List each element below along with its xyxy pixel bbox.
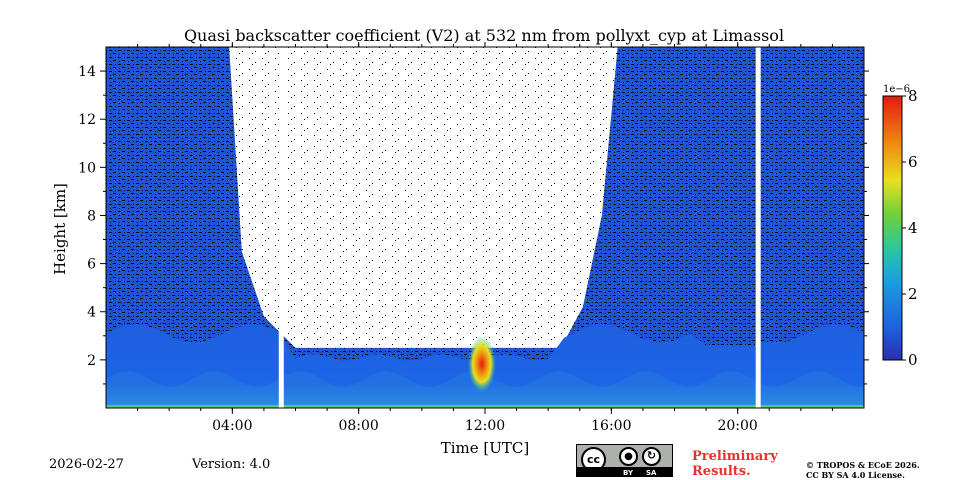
attribution-person-icon: ● [619, 447, 638, 466]
copyright-line-1: © TROPOS & ECoE 2026. [806, 460, 920, 470]
colorbar [882, 95, 903, 361]
preliminary-line-1: Preliminary [692, 449, 778, 464]
y-tick-label-5: 12 [78, 112, 96, 128]
y-tick-label-6: 14 [78, 64, 96, 80]
x-axis-label: Time [UTC] [441, 439, 530, 457]
y-tick-label-1: 4 [87, 305, 96, 321]
cc-license-badge[interactable]: cc ● ↻ BY SA [576, 444, 673, 477]
cc-badge-bar [577, 467, 672, 476]
share-alike-icon: ↻ [642, 447, 661, 466]
colorbar-tick-label-4: 8 [908, 87, 918, 105]
y-axis-label: Height [km] [51, 183, 69, 275]
x-tick-label-2: 12:00 [465, 418, 505, 434]
heatmap-aerosol-peak [467, 335, 496, 392]
x-tick-label-0: 04:00 [212, 418, 252, 434]
colorbar-tick-label-1: 2 [908, 285, 918, 303]
y-tick-label-4: 10 [78, 160, 96, 176]
footer-version: Version: 4.0 [192, 457, 271, 472]
copyright-line-2: CC BY SA 4.0 License. [806, 470, 905, 480]
copyright-notice: © TROPOS & ECoE 2026. CC BY SA 4.0 Licen… [806, 460, 920, 480]
colorbar-exponent: 1e−6 [883, 84, 910, 95]
preliminary-notice: Preliminary Results. [692, 449, 778, 479]
colorbar-tick-label-2: 4 [908, 219, 918, 237]
y-tick-label-0: 2 [87, 353, 96, 369]
footer-date: 2026-02-27 [49, 457, 124, 472]
data-gap-0 [278, 47, 284, 408]
x-tick-label-3: 16:00 [591, 418, 631, 434]
x-tick-label-1: 08:00 [338, 418, 378, 434]
cc-sa-label: SA [646, 469, 657, 477]
preliminary-line-2: Results. [692, 464, 751, 479]
y-tick-label-2: 6 [87, 257, 96, 273]
data-gap-1 [755, 47, 761, 408]
plot-area [106, 47, 864, 408]
heatmap-daytime-region [229, 47, 618, 348]
y-tick-label-3: 8 [87, 208, 96, 224]
colorbar-tick-label-3: 6 [908, 153, 918, 171]
colorbar-tick-label-0: 0 [908, 351, 918, 369]
cc-by-label: BY [623, 469, 634, 477]
chart-title: Quasi backscatter coefficient (V2) at 53… [184, 26, 784, 45]
heatmap-surface-layer [106, 405, 864, 408]
x-tick-label-4: 20:00 [717, 418, 757, 434]
